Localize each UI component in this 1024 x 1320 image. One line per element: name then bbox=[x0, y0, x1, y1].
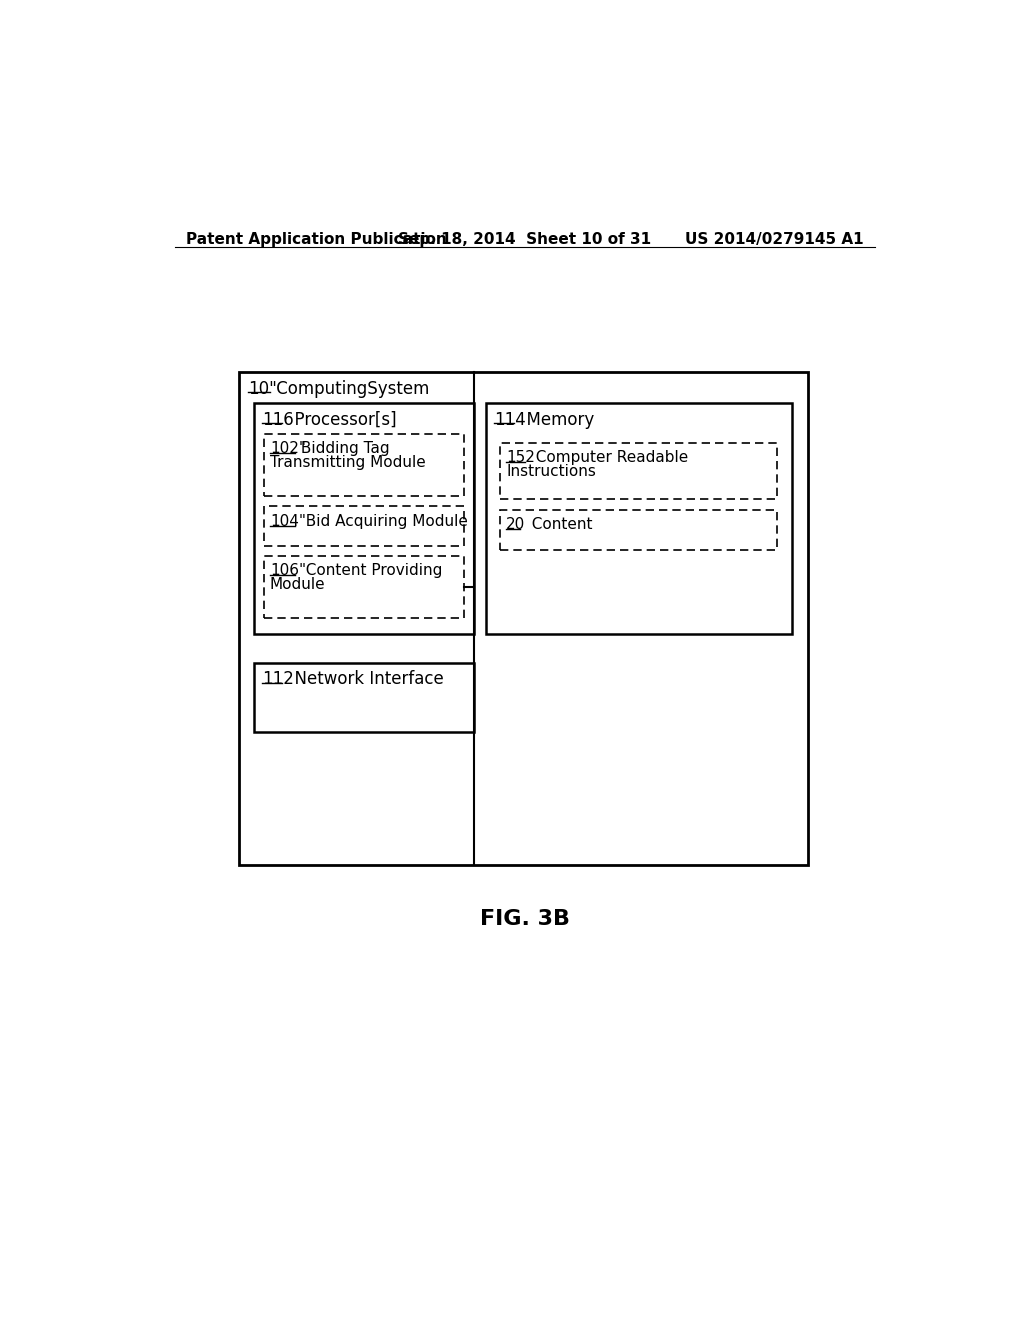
Text: Transmitting Module: Transmitting Module bbox=[270, 455, 426, 470]
Text: Memory: Memory bbox=[515, 411, 594, 429]
Text: Content: Content bbox=[521, 517, 592, 532]
Text: US 2014/0279145 A1: US 2014/0279145 A1 bbox=[685, 231, 863, 247]
Bar bbox=[254, 663, 474, 733]
Bar bbox=[500, 444, 777, 499]
Text: FIG. 3B: FIG. 3B bbox=[480, 909, 569, 929]
Text: 106": 106" bbox=[270, 564, 306, 578]
Text: Sep. 18, 2014  Sheet 10 of 31: Sep. 18, 2014 Sheet 10 of 31 bbox=[398, 231, 651, 247]
Text: 116: 116 bbox=[262, 411, 294, 429]
Text: 112: 112 bbox=[262, 671, 294, 689]
Text: 152: 152 bbox=[506, 450, 536, 465]
Text: 102": 102" bbox=[270, 441, 306, 455]
Bar bbox=[486, 404, 793, 635]
Text: Instructions: Instructions bbox=[506, 465, 596, 479]
Text: ComputingSystem: ComputingSystem bbox=[271, 380, 430, 399]
Text: 114: 114 bbox=[494, 411, 525, 429]
Bar bbox=[263, 557, 464, 618]
Text: Patent Application Publication: Patent Application Publication bbox=[186, 231, 446, 247]
Text: 104": 104" bbox=[270, 515, 306, 529]
Text: Network Interface: Network Interface bbox=[284, 671, 443, 689]
Text: Module: Module bbox=[270, 577, 326, 593]
Bar bbox=[263, 507, 464, 546]
Bar bbox=[500, 510, 777, 549]
Text: Computer Readable: Computer Readable bbox=[526, 450, 688, 465]
Bar bbox=[263, 434, 464, 496]
Text: Bidding Tag: Bidding Tag bbox=[296, 441, 390, 455]
Text: Content Providing: Content Providing bbox=[296, 564, 442, 578]
Text: Bid Acquiring Module: Bid Acquiring Module bbox=[296, 515, 468, 529]
Text: 20: 20 bbox=[506, 517, 525, 532]
Text: 10": 10" bbox=[248, 380, 278, 399]
Bar bbox=[239, 372, 809, 866]
Text: Processor[s]: Processor[s] bbox=[284, 411, 396, 429]
Bar bbox=[254, 404, 474, 635]
